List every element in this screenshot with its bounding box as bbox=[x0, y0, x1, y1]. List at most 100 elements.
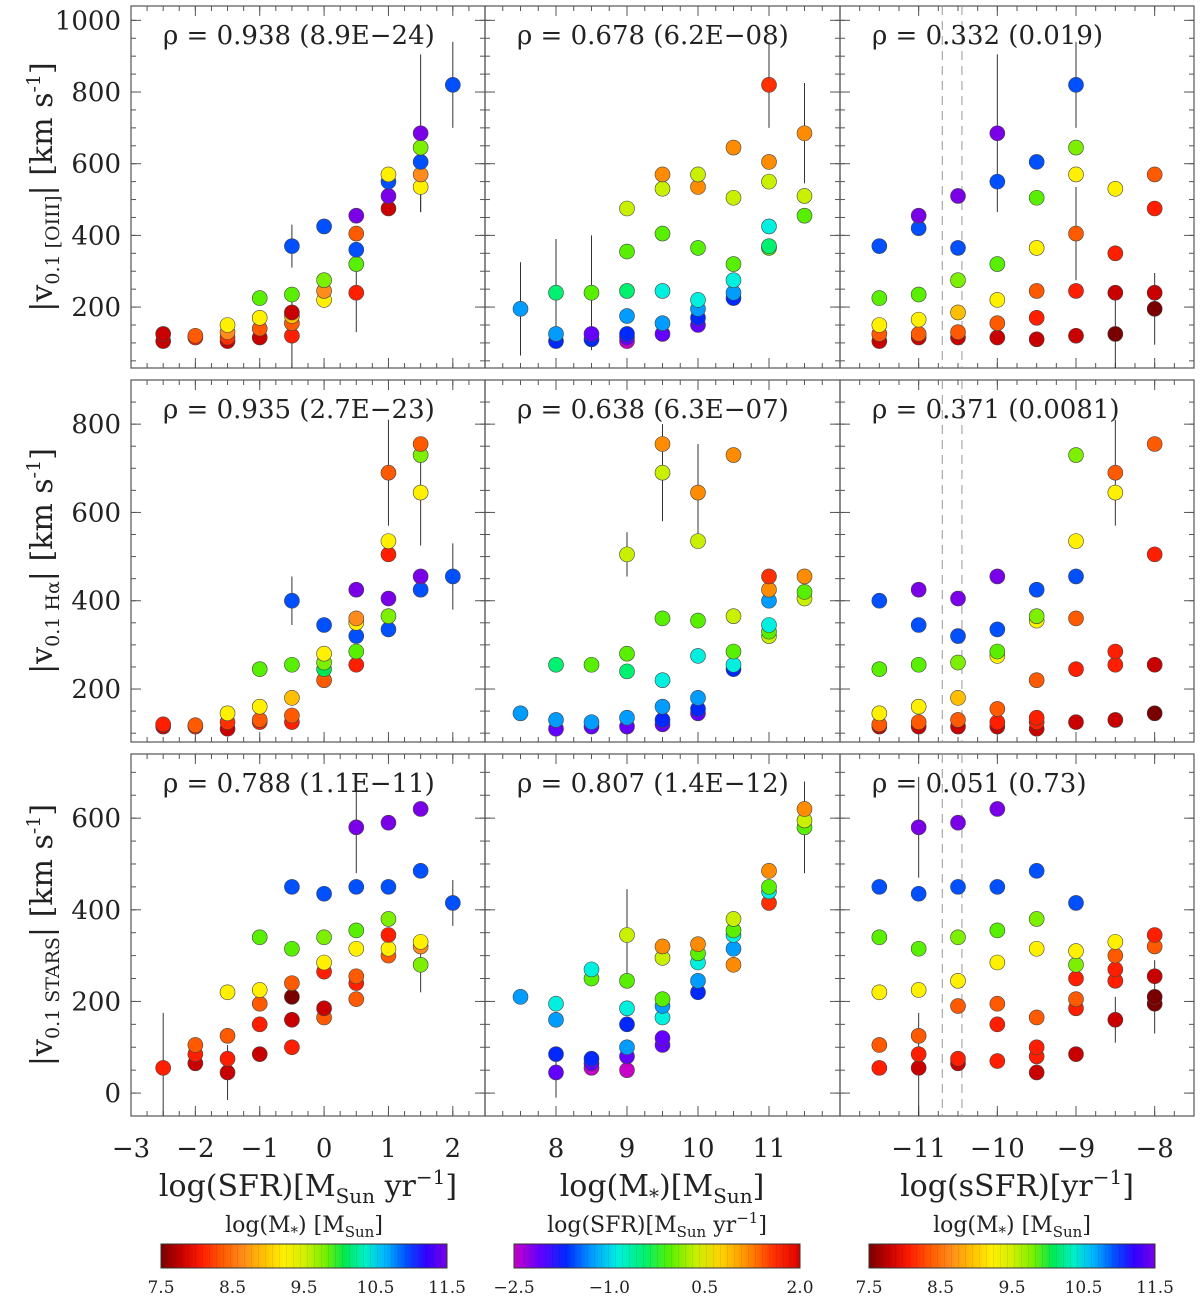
data-point bbox=[725, 272, 742, 288]
panel-frame bbox=[839, 379, 1195, 743]
x-tick-label: −3 bbox=[112, 1134, 150, 1164]
y-axis-label: |v0.1 [OIII]| [km s-1] bbox=[23, 62, 64, 311]
data-point bbox=[348, 628, 365, 644]
labels-layer: −3 −2 −1 0 1 2 8 9 10 11 −11 −10 −9 −8|v0.1 [OIII]| [… bbox=[23, 62, 1174, 1208]
data-point bbox=[380, 546, 397, 563]
x-tick-label: 8 bbox=[548, 1134, 565, 1164]
data-point bbox=[950, 690, 966, 706]
data-point bbox=[989, 879, 1006, 895]
data-point bbox=[284, 707, 300, 724]
data-point bbox=[583, 326, 600, 342]
data-point bbox=[1107, 180, 1124, 197]
colorbar-tick-label: −2.5 bbox=[493, 1278, 534, 1298]
data-point bbox=[619, 1039, 635, 1056]
data-point bbox=[1146, 968, 1163, 985]
y-label-units: | [km s bbox=[25, 478, 60, 581]
data-point bbox=[871, 1060, 888, 1076]
x-tick-label: 9 bbox=[619, 1134, 636, 1164]
data-point bbox=[1068, 77, 1084, 93]
data-point bbox=[654, 991, 671, 1007]
data-point bbox=[380, 911, 397, 927]
data-point bbox=[316, 885, 332, 902]
data-point bbox=[348, 610, 365, 627]
data-point bbox=[412, 568, 429, 585]
data-point bbox=[219, 317, 236, 333]
data-point bbox=[1146, 200, 1163, 217]
colorbar-tick-label: 9.5 bbox=[998, 1278, 1025, 1298]
x-tick-label: 1 bbox=[380, 1134, 397, 1164]
data-point bbox=[380, 166, 397, 183]
data-point bbox=[1107, 934, 1124, 950]
data-point bbox=[348, 968, 365, 985]
data-point bbox=[284, 1011, 300, 1028]
data-point bbox=[654, 610, 671, 627]
data-point bbox=[1068, 166, 1084, 183]
data-point bbox=[251, 310, 268, 326]
data-point bbox=[1107, 947, 1124, 964]
data-point bbox=[548, 1064, 564, 1081]
panel-frame bbox=[130, 753, 486, 1117]
data-point bbox=[725, 911, 742, 927]
data-point bbox=[251, 712, 268, 728]
y-tick-label: 400 bbox=[71, 896, 121, 926]
rho-label: ρ = 0.807 (1.4E−12) bbox=[517, 769, 789, 799]
data-point bbox=[512, 301, 529, 317]
x-tick-label: −1 bbox=[241, 1134, 279, 1164]
data-point bbox=[548, 1046, 564, 1062]
colorbar-bands bbox=[161, 1244, 447, 1268]
x-label-main: log(sSFR)[yr bbox=[900, 1169, 1093, 1204]
data-point bbox=[1028, 331, 1045, 348]
data-point bbox=[910, 714, 927, 730]
data-point bbox=[690, 936, 706, 952]
rho-label: ρ = 0.638 (6.3E−07) bbox=[517, 395, 789, 425]
data-point bbox=[989, 256, 1006, 272]
data-point bbox=[284, 592, 300, 609]
data-point bbox=[1107, 284, 1124, 301]
data-point bbox=[690, 973, 706, 989]
data-point bbox=[583, 656, 600, 673]
data-point bbox=[619, 308, 635, 324]
data-point bbox=[796, 188, 813, 204]
data-point bbox=[348, 991, 365, 1007]
x-axis-label-col2: log(sSFR)[yr−1] bbox=[900, 1165, 1134, 1204]
data-point bbox=[871, 1037, 888, 1053]
data-point bbox=[871, 929, 888, 946]
panel-frame bbox=[130, 379, 486, 743]
cb-title-sub: * bbox=[291, 1223, 299, 1241]
data-point bbox=[155, 716, 171, 733]
cb-title-sub2: Sun bbox=[1053, 1223, 1083, 1241]
data-point bbox=[380, 940, 397, 957]
cb-title-main: log(M bbox=[225, 1213, 290, 1238]
data-point bbox=[1028, 709, 1045, 726]
y-label-sup: -1 bbox=[23, 74, 45, 93]
colorbar-tick-label: 8.5 bbox=[927, 1278, 954, 1298]
data-point bbox=[989, 125, 1006, 142]
cb-title-main: log(SFR)[M bbox=[547, 1213, 677, 1238]
y-label-sub: 0.1 STARS bbox=[42, 937, 64, 1039]
data-point bbox=[1028, 940, 1045, 957]
data-point bbox=[219, 705, 236, 722]
data-point bbox=[548, 284, 564, 301]
data-point bbox=[690, 240, 706, 256]
data-point bbox=[910, 982, 927, 998]
data-point bbox=[654, 315, 671, 331]
data-point bbox=[1146, 546, 1163, 563]
data-point bbox=[1068, 610, 1084, 627]
data-point bbox=[316, 929, 332, 946]
data-point bbox=[654, 225, 671, 242]
data-point bbox=[761, 568, 777, 585]
x-tick-label: −9 bbox=[1057, 1134, 1095, 1164]
colorbar-tick-label: 0.5 bbox=[691, 1278, 718, 1298]
data-point bbox=[654, 464, 671, 481]
x-label-main: log(M bbox=[560, 1169, 649, 1204]
data-point bbox=[619, 1000, 635, 1017]
data-point bbox=[1146, 301, 1163, 317]
data-point bbox=[690, 533, 706, 549]
y-label-main: |v bbox=[25, 285, 60, 312]
data-point bbox=[251, 1046, 268, 1062]
colorbar-2: log(M*) [MSun] 7.5 8.5 9.5 10.5 11.5 bbox=[855, 1213, 1173, 1298]
data-point bbox=[1028, 863, 1045, 879]
colorbar-tick-label: 10.5 bbox=[1065, 1278, 1103, 1298]
data-point bbox=[871, 984, 888, 1001]
data-point bbox=[1028, 189, 1045, 206]
